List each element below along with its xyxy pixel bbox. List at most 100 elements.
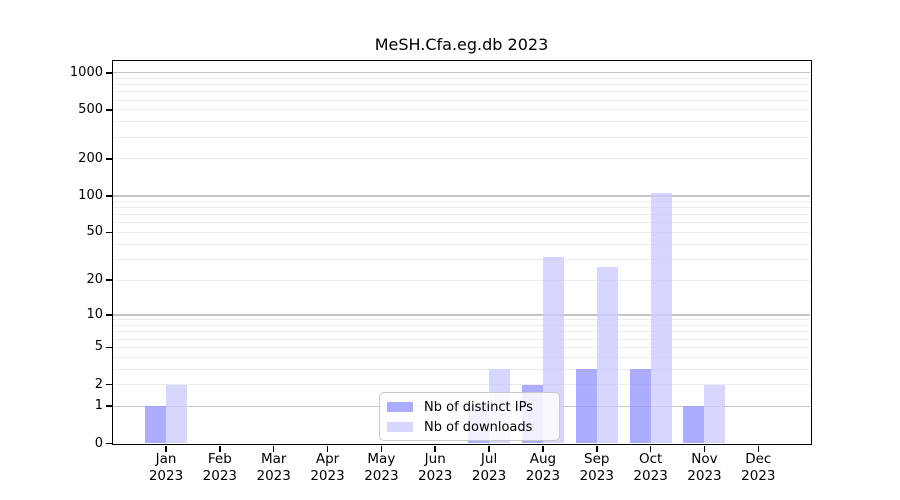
- y-tick-2: [106, 383, 112, 386]
- x-tick-label-4: Apr 2023: [296, 451, 360, 484]
- y-tick-50: [106, 231, 112, 234]
- year-label: 2023: [148, 467, 184, 484]
- year-label: 2023: [525, 467, 561, 484]
- x-tick-2: [219, 445, 221, 452]
- y-tick-1000: [106, 71, 112, 74]
- gridline-300: [113, 136, 810, 138]
- x-tick-12: [757, 445, 760, 452]
- year-label: 2023: [471, 467, 507, 484]
- x-tick-3: [272, 445, 275, 452]
- gridline-80: [113, 207, 810, 209]
- month-label: Oct: [638, 451, 663, 467]
- y-tick-label-5: 5: [94, 339, 103, 355]
- x-tick-label-1: Jan 2023: [134, 451, 198, 484]
- gridline-200: [113, 158, 810, 160]
- legend-swatch-downloads: [387, 422, 413, 432]
- bar-downloads-oct: [650, 192, 672, 444]
- gridline-10: [113, 314, 810, 316]
- x-tick-label-7: Jul 2023: [457, 451, 521, 484]
- year-label: 2023: [741, 467, 776, 484]
- gridline-40: [113, 243, 810, 245]
- gridline-1000: [113, 71, 810, 74]
- y-tick-label-100: 100: [78, 187, 103, 203]
- x-tick-label-10: Oct 2023: [619, 451, 683, 484]
- bar-downloads-sep: [596, 266, 618, 444]
- year-label: 2023: [633, 467, 668, 484]
- bar-downloads-nov: [704, 384, 726, 444]
- year-label: 2023: [310, 467, 345, 484]
- legend: Nb of distinct IPs Nb of downloads: [379, 392, 560, 441]
- bar-ips-sep: [575, 369, 597, 444]
- gridline-5: [113, 346, 810, 348]
- y-tick-20: [106, 279, 112, 281]
- y-tick-1: [106, 405, 112, 408]
- gridline-600: [113, 99, 810, 101]
- y-tick-500: [106, 109, 112, 111]
- y-tick-label-1: 1: [94, 398, 103, 414]
- month-label: Mar: [260, 451, 287, 467]
- x-tick-10: [649, 445, 652, 452]
- month-label: Jan: [155, 451, 177, 467]
- x-tick-label-5: May 2023: [349, 451, 413, 484]
- month-label: Dec: [745, 451, 772, 467]
- y-tick-0: [106, 442, 112, 445]
- y-tick-label-200: 200: [78, 150, 103, 166]
- year-label: 2023: [364, 467, 399, 484]
- bar-ips-oct: [629, 369, 651, 444]
- month-label: Nov: [691, 451, 718, 467]
- y-tick-label-50: 50: [86, 224, 103, 240]
- x-tick-5: [380, 445, 383, 452]
- year-label: 2023: [256, 467, 291, 484]
- gridline-30: [113, 258, 810, 260]
- x-tick-1: [165, 445, 167, 452]
- bar-ips-nov: [683, 406, 705, 444]
- y-tick-100: [106, 195, 112, 197]
- y-tick-label-500: 500: [78, 101, 103, 117]
- gridline-800: [113, 84, 810, 86]
- bar-ips-jan: [145, 406, 166, 444]
- x-tick-8: [542, 445, 544, 452]
- gridline-70: [113, 214, 810, 216]
- gridline-100: [113, 195, 810, 197]
- month-label: Jul: [480, 451, 498, 467]
- x-tick-label-11: Nov 2023: [672, 451, 736, 484]
- x-tick-label-3: Mar 2023: [242, 451, 306, 484]
- y-tick-label-10: 10: [86, 306, 103, 322]
- year-label: 2023: [687, 467, 722, 484]
- legend-item-downloads: Nb of downloads: [387, 417, 559, 437]
- chart-title: MeSH.Cfa.eg.db 2023: [374, 35, 549, 54]
- x-tick-4: [326, 445, 329, 452]
- bar-downloads-jan: [166, 384, 187, 444]
- x-tick-label-9: Sep 2023: [565, 451, 629, 484]
- x-tick-label-6: Jun 2023: [403, 451, 467, 484]
- gridline-900: [113, 77, 810, 79]
- month-label: Feb: [207, 451, 232, 467]
- x-tick-label-12: Dec 2023: [726, 451, 790, 484]
- legend-item-distinct-ips: Nb of distinct IPs: [387, 397, 559, 417]
- month-label: Aug: [529, 451, 557, 467]
- gridline-4: [113, 356, 810, 358]
- gridline-400: [113, 121, 810, 123]
- month-label: Apr: [315, 451, 340, 467]
- gridline-6: [113, 338, 810, 340]
- gridline-9: [113, 319, 810, 321]
- year-label: 2023: [202, 467, 238, 484]
- gridline-20: [113, 279, 810, 281]
- gridline-500: [113, 109, 810, 111]
- y-tick-label-0: 0: [94, 435, 103, 451]
- gridline-700: [113, 91, 810, 93]
- x-tick-label-2: Feb 2023: [188, 451, 252, 484]
- legend-swatch-distinct-ips: [387, 402, 413, 412]
- gridline-8: [113, 325, 810, 327]
- gridline-2: [113, 384, 810, 386]
- gridline-90: [113, 200, 810, 202]
- y-tick-10: [106, 314, 112, 316]
- x-tick-6: [434, 445, 437, 452]
- y-tick-5: [106, 346, 112, 349]
- y-tick-label-20: 20: [86, 272, 103, 288]
- legend-label-downloads: Nb of downloads: [424, 419, 533, 435]
- month-label: May: [367, 451, 396, 467]
- x-tick-label-8: Aug 2023: [511, 451, 575, 484]
- legend-label-distinct-ips: Nb of distinct IPs: [424, 399, 533, 415]
